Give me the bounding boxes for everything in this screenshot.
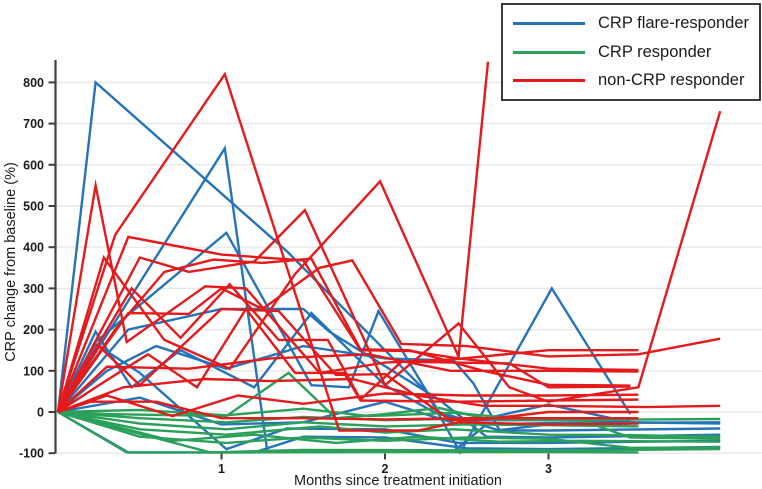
legend: CRP flare-responder CRP responder non-CR… (501, 3, 761, 101)
patient-trajectory-line (56, 110, 722, 413)
patient-trajectory-line (57, 400, 639, 421)
patient-trajectory-line (57, 257, 631, 413)
legend-line-red (513, 78, 585, 82)
data-series (56, 61, 722, 455)
y-tick-label: 800 (23, 76, 44, 90)
patient-trajectory-line (57, 410, 639, 454)
y-tick-label: 200 (23, 323, 44, 337)
patient-trajectory-line (57, 259, 721, 413)
patient-trajectory-line (57, 410, 721, 445)
legend-line-blue (513, 22, 585, 26)
y-tick-label: 600 (23, 158, 44, 172)
y-tick-label: 0 (37, 406, 44, 420)
patient-trajectory-line (56, 282, 631, 413)
legend-label: CRP flare-responder (598, 14, 750, 33)
y-tick-label: -100 (19, 447, 44, 461)
axis-lines-and-ticks (48, 60, 550, 460)
legend-item-flare-responder: CRP flare-responder (503, 14, 759, 33)
tick-labels: -100 0 100 200 300 400 500 600 700 800 1 2 3 (19, 76, 552, 476)
y-tick-label: 300 (23, 282, 44, 296)
patient-trajectory-line (56, 178, 639, 413)
legend-line-green (513, 50, 585, 54)
x-axis-title: Months since treatment initiation (294, 473, 502, 489)
legend-item-non-responder: non-CRP responder (503, 71, 759, 90)
y-tick-label: 700 (23, 117, 44, 131)
patient-trajectory-line (57, 377, 721, 414)
y-tick-label: 500 (23, 200, 44, 214)
legend-label: CRP responder (598, 42, 712, 61)
legend-item-responder: CRP responder (503, 43, 759, 62)
patient-trajectory-line (57, 353, 639, 413)
legend-label: non-CRP responder (598, 70, 745, 89)
patient-trajectory-line (56, 307, 639, 422)
patient-trajectory-line (57, 410, 721, 454)
x-tick-label: 2 (382, 462, 389, 476)
y-tick-label: 400 (23, 241, 44, 255)
x-tick-label: 3 (545, 462, 552, 476)
patient-trajectory-line (57, 306, 639, 414)
patient-trajectory-line (56, 71, 639, 432)
patient-trajectory-line (56, 79, 632, 455)
x-tick-label: 1 (218, 462, 225, 476)
y-tick-label: 100 (23, 364, 44, 378)
y-axis-title: CRP change from baseline (%) (3, 162, 19, 362)
patient-trajectory-line (57, 410, 721, 438)
